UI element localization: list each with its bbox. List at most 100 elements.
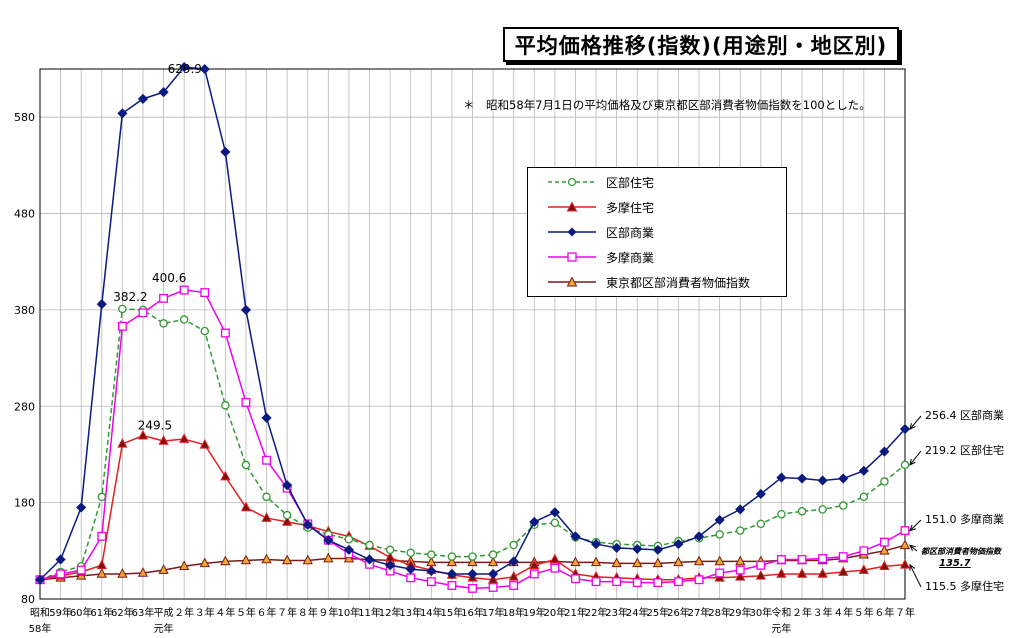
x-tick-label: ８年: [298, 606, 318, 619]
point-tama-commercial: [529, 569, 539, 579]
point-tama-commercial: [56, 569, 66, 579]
point-cpi: [261, 553, 272, 564]
x-tick-label: 29年: [729, 606, 752, 619]
point-ku-housing: [756, 519, 766, 529]
point-cpi: [117, 568, 128, 578]
point-ku-commercial: [796, 473, 808, 484]
point-ku-commercial: [137, 93, 149, 104]
point-tama-commercial: [612, 577, 622, 587]
point-cpi: [137, 567, 149, 577]
legend-swatch-tama-commercial: [548, 252, 596, 262]
point-tama-commercial: [735, 565, 745, 575]
point-ku-commercial: [34, 574, 46, 585]
point-ku-housing: [282, 510, 292, 520]
point-ku-commercial: [570, 531, 581, 542]
end-label-arrowhead: [909, 423, 916, 430]
point-tama-housing: [796, 568, 808, 578]
point-tama-commercial: [138, 308, 148, 318]
x-tick-label: ３年: [195, 606, 215, 619]
point-tama-housing: [755, 570, 766, 580]
point-cpi: [673, 556, 684, 567]
point-ku-housing: [859, 492, 869, 502]
point-ku-housing: [900, 460, 910, 470]
point-tama-housing: [735, 570, 746, 581]
point-ku-commercial: [673, 539, 684, 550]
point-tama-commercial: [776, 555, 786, 564]
point-ku-commercial: [158, 87, 169, 98]
point-ku-housing: [221, 401, 230, 410]
point-ku-housing: [777, 509, 786, 519]
x-tick-label: 27年: [688, 606, 711, 619]
point-ku-commercial: [302, 519, 313, 530]
point-tama-commercial: [859, 546, 869, 556]
point-tama-commercial: [509, 581, 519, 590]
peak-label: 249.5: [138, 419, 172, 433]
point-tama-commercial: [117, 321, 127, 331]
point-ku-commercial: [323, 535, 334, 546]
end-label-arrowhead: [909, 524, 916, 532]
point-cpi: [570, 556, 581, 567]
point-cpi: [179, 560, 190, 571]
point-ku-housing: [447, 552, 457, 561]
x-tick-label: 12年: [379, 606, 402, 619]
point-ku-housing: [715, 530, 724, 539]
legend-label-tama-commercial: 多摩商業: [606, 250, 655, 265]
point-cpi: [302, 554, 313, 565]
point-ku-commercial: [879, 446, 890, 457]
point-ku-housing: [427, 550, 436, 559]
point-tama-commercial: [674, 577, 683, 587]
end-label: 151.0 多摩商業: [925, 512, 1004, 526]
point-tama-commercial: [406, 573, 416, 583]
x-tick-label: 24年: [626, 606, 649, 619]
end-label-arrow: [909, 415, 922, 430]
point-ku-housing: [797, 507, 807, 516]
point-tama-housing: [220, 470, 231, 481]
point-ku-housing: [241, 460, 251, 470]
point-ku-commercial: [364, 554, 375, 565]
x-tick-label: ７年: [277, 606, 297, 619]
point-tama-commercial: [200, 288, 210, 298]
end-label-arrow: [909, 519, 922, 531]
end-label: 256.4 区部商業: [925, 408, 1004, 422]
peak-label: 400.6: [152, 271, 186, 285]
y-tick-label: 480: [14, 208, 35, 221]
x-tick-label: 59年: [49, 606, 72, 619]
x-tick-label: 10年: [338, 606, 361, 619]
x-tick-label: ５年: [854, 606, 874, 619]
point-tama-housing: [838, 566, 849, 576]
x-tick-label: ７年: [895, 606, 915, 619]
point-tama-commercial: [262, 455, 271, 465]
point-cpi: [96, 568, 107, 578]
end-label-arrowhead: [909, 458, 916, 466]
point-cpi: [220, 555, 231, 566]
point-tama-commercial: [179, 285, 189, 295]
plot-frame: [39, 68, 906, 600]
point-ku-commercial: [508, 556, 519, 567]
point-ku-commercial: [899, 423, 911, 435]
x-tick-label: 23年: [605, 606, 628, 619]
point-ku-commercial: [446, 568, 457, 580]
point-tama-housing: [879, 560, 890, 571]
point-ku-commercial: [858, 465, 869, 476]
point-tama-commercial: [97, 531, 107, 541]
point-cpi: [652, 557, 663, 568]
point-ku-commercial: [549, 507, 560, 518]
point-tama-commercial: [900, 526, 910, 536]
point-ku-commercial: [220, 146, 231, 157]
x-tick-label: 22年: [585, 606, 608, 619]
point-ku-housing: [385, 545, 395, 555]
x-tick-label: 61年: [90, 606, 113, 619]
point-cpi: [879, 544, 890, 555]
chart-title: 平均価格推移(指数)(用途別・地区別): [503, 27, 899, 62]
point-tama-housing: [817, 568, 828, 578]
point-cpi: [487, 556, 499, 567]
point-ku-housing: [118, 304, 127, 314]
legend-item-tama-commercial: 多摩商業: [546, 247, 654, 267]
peak-label: 382.2: [113, 290, 147, 304]
point-ku-commercial: [76, 502, 87, 513]
point-ku-commercial: [96, 299, 107, 310]
point-cpi: [735, 555, 746, 566]
y-tick-label: 180: [14, 497, 35, 510]
x-tick-label: 15年: [441, 606, 464, 619]
